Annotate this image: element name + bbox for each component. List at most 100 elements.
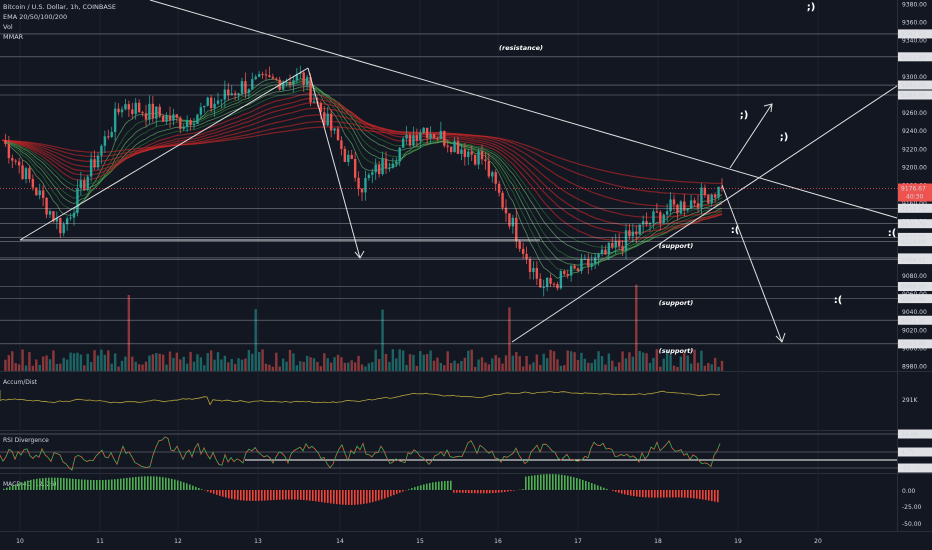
x-tick-label: 13 [254, 538, 262, 545]
volume-bar [683, 353, 686, 371]
volume-bar [401, 350, 405, 371]
candle-body [223, 89, 227, 100]
candle-body [436, 138, 439, 140]
macd-bar [219, 490, 221, 496]
candle-body [148, 103, 151, 120]
macd-bar [651, 490, 653, 498]
bear-arrow-line [721, 184, 783, 343]
macd-bar [558, 474, 560, 490]
candle-body [700, 187, 703, 208]
candle-body [580, 259, 583, 272]
macd-bar [492, 490, 494, 494]
candle-body [412, 135, 415, 146]
volume-bar [676, 366, 679, 371]
candle-body [556, 284, 559, 289]
volume-bar [199, 357, 203, 371]
volume-bar [247, 350, 251, 371]
macd-bar [666, 490, 668, 498]
ema-ribbon-line [1, 78, 723, 279]
resistance-annotation: (resistance) [499, 44, 543, 52]
macd-bar [135, 476, 137, 490]
macd-bar [381, 490, 383, 500]
volume-bar [309, 357, 312, 371]
candle-body [655, 211, 659, 213]
macd-bar [108, 479, 110, 490]
volume-bar [374, 349, 377, 371]
volume-bar [652, 357, 655, 371]
candle-body [689, 200, 693, 209]
candle-body [587, 258, 590, 267]
macd-bar [648, 490, 650, 498]
volume-bar [257, 352, 261, 371]
candle-body [408, 134, 412, 146]
macd-bar [309, 490, 311, 501]
volume-bar [151, 354, 155, 371]
candle-body [247, 89, 251, 93]
macd-bar [639, 490, 641, 497]
macd-bar [510, 490, 512, 492]
candle-body [707, 195, 710, 204]
candle-body [717, 186, 720, 198]
macd-bar [549, 474, 551, 490]
candle-body [703, 187, 707, 196]
volume-bar [96, 355, 100, 371]
macd-bar [501, 490, 503, 493]
candle-body [48, 211, 52, 215]
macd-bar [261, 490, 263, 501]
candle-body [693, 200, 696, 204]
rsi-tick-label: 23.86 [901, 431, 918, 438]
volume-bar [446, 351, 449, 371]
macd-bar [657, 490, 659, 498]
candle-body [213, 103, 216, 109]
macd-bar [81, 479, 83, 490]
macd-bar [678, 490, 680, 498]
mmar-label[interactable]: MMAR [3, 33, 24, 41]
candle-body [569, 265, 573, 276]
volume-bar [196, 354, 199, 371]
volume-bar [587, 362, 590, 371]
volume-bar [381, 309, 384, 371]
macd-bar [339, 490, 341, 505]
candle-body [679, 201, 683, 214]
volume-bar [377, 359, 381, 371]
volume-bar [470, 349, 473, 371]
macd-bar [222, 490, 224, 497]
x-tick-label: 18 [654, 538, 662, 545]
macd-bar [297, 490, 299, 500]
volume-bar [552, 351, 556, 371]
candle-body [528, 259, 532, 272]
ema-ribbon-line [1, 114, 723, 207]
macd-bar [594, 484, 596, 490]
volume-label[interactable]: Vol [3, 23, 13, 31]
support-trendline [19, 67, 309, 241]
volume-bar [425, 353, 429, 371]
macd-bar [48, 477, 50, 490]
accum-dist-line [0, 390, 721, 406]
candle-body [45, 197, 48, 215]
volume-bar [439, 362, 443, 371]
macd-bar [708, 490, 710, 501]
macd-bar [285, 490, 287, 500]
price-level-box [898, 203, 932, 213]
candle-body [566, 274, 569, 276]
macd-bar [75, 478, 77, 490]
candle-body [419, 132, 422, 141]
candle-body [288, 82, 292, 85]
price-level-label: 9291.05 [901, 82, 926, 89]
macd-bar [306, 490, 308, 501]
macd-bar [150, 476, 152, 490]
volume-bar [477, 359, 480, 371]
candle-body [508, 213, 511, 227]
candle-body [86, 176, 89, 191]
macd-bar [621, 490, 623, 494]
ema-label[interactable]: EMA 20/50/100/200 [3, 13, 68, 21]
volume-bar [641, 352, 645, 371]
candle-body [487, 161, 491, 177]
candle-body [614, 240, 617, 248]
candle-body [319, 103, 323, 113]
macd-bar [45, 477, 47, 490]
candle-body [696, 203, 700, 208]
volume-bar [165, 364, 168, 371]
